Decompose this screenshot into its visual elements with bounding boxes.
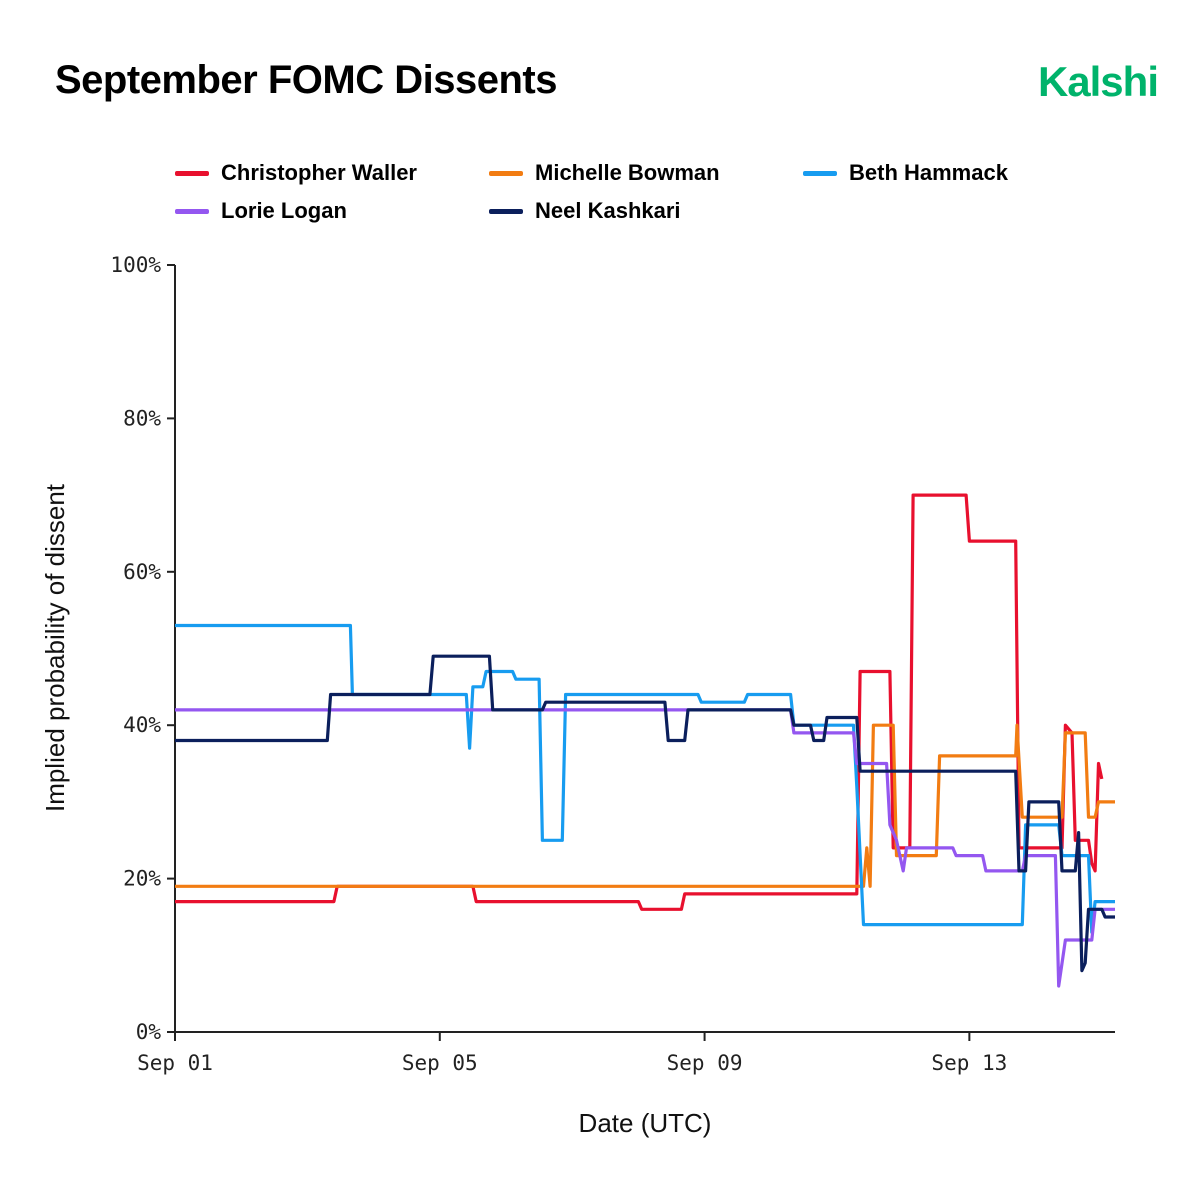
- legend-item-bowman: Michelle Bowman: [489, 160, 720, 186]
- legend-label: Christopher Waller: [221, 160, 417, 185]
- ticks: 0% 20% 40% 60% 80% 100% Sep 01 Sep 05 Sep 09 Sep …: [110, 253, 1007, 1075]
- legend-swatch-bowman: [489, 170, 523, 176]
- legend-swatch-waller: [175, 170, 209, 176]
- legend-item-hammack: Beth Hammack: [803, 160, 1008, 186]
- legend-item-logan: Lorie Logan: [175, 198, 347, 224]
- x-tick-label: Sep 05: [402, 1051, 478, 1075]
- x-tick-label: Sep 13: [931, 1051, 1007, 1075]
- legend-item-kashkari: Neel Kashkari: [489, 198, 681, 224]
- legend-label: Neel Kashkari: [535, 198, 681, 223]
- legend-swatch-hammack: [803, 170, 837, 176]
- y-tick-label: 20%: [123, 867, 161, 891]
- y-axis-label: Implied probability of dissent: [40, 483, 70, 812]
- series-line-michelle-bowman: [175, 723, 1115, 888]
- y-tick-label: 80%: [123, 406, 161, 430]
- series-line-christopher-waller: [175, 493, 1104, 911]
- x-axis-label: Date (UTC): [579, 1108, 712, 1138]
- series-line-neel-kashkari: [175, 654, 1115, 973]
- chart-title: September FOMC Dissents: [55, 58, 557, 102]
- y-tick-label: 0%: [136, 1020, 162, 1044]
- kalshi-logo: Kalshi: [1037, 58, 1159, 105]
- legend-item-waller: Christopher Waller: [175, 160, 417, 186]
- legend-label: Beth Hammack: [849, 160, 1008, 185]
- series-lines: [175, 493, 1115, 988]
- series-line-lorie-logan: [175, 708, 1115, 988]
- y-tick-label: 100%: [110, 253, 161, 277]
- x-tick-label: Sep 01: [137, 1051, 213, 1075]
- legend-swatch-kashkari: [489, 208, 523, 214]
- legend-label: Michelle Bowman: [535, 160, 720, 185]
- legend-swatch-logan: [175, 208, 209, 214]
- axes: [174, 265, 1115, 1033]
- legend-label: Lorie Logan: [221, 198, 347, 223]
- y-tick-label: 60%: [123, 560, 161, 584]
- y-tick-label: 40%: [123, 713, 161, 737]
- x-tick-label: Sep 09: [667, 1051, 743, 1075]
